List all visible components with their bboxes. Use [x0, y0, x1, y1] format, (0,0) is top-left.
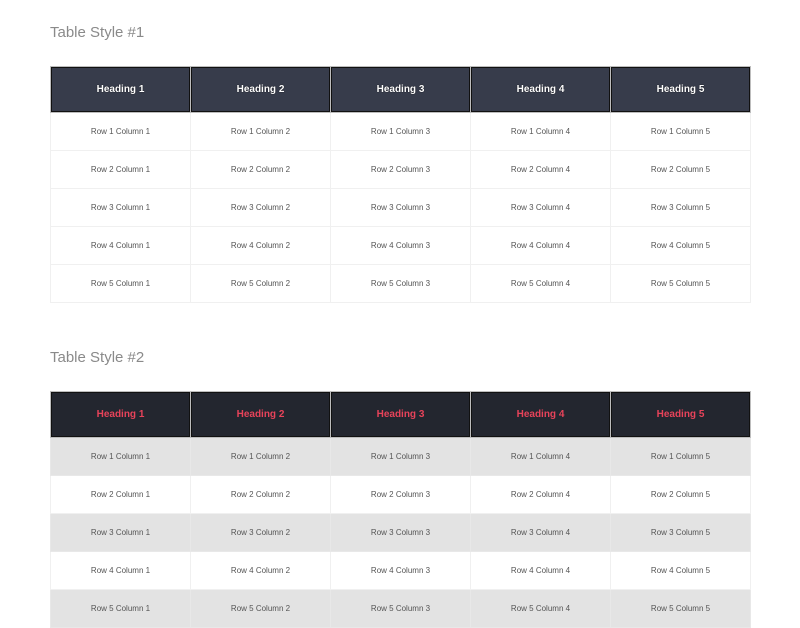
- table-cell: Row 2 Column 1: [50, 150, 191, 189]
- table-cell: Row 1 Column 3: [330, 112, 471, 151]
- table-cell: Row 5 Column 2: [190, 589, 331, 628]
- table-cell: Row 5 Column 4: [470, 589, 611, 628]
- table-cell: Row 3 Column 4: [470, 513, 611, 552]
- table-cell: Row 5 Column 1: [50, 589, 191, 628]
- column-heading: Heading 3: [330, 391, 471, 438]
- table-cell: Row 4 Column 2: [190, 551, 331, 590]
- table-cell: Row 4 Column 3: [330, 226, 471, 265]
- table-cell: Row 3 Column 3: [330, 513, 471, 552]
- table-cell: Row 2 Column 1: [50, 475, 191, 514]
- table-cell: Row 1 Column 5: [610, 112, 751, 151]
- table-cell: Row 3 Column 3: [330, 188, 471, 227]
- table-row: Row 3 Column 1 Row 3 Column 2 Row 3 Column…: [50, 513, 751, 552]
- table-cell: Row 2 Column 5: [610, 475, 751, 514]
- table-cell: Row 4 Column 2: [190, 226, 331, 265]
- table-row: Row 4 Column 1 Row 4 Column 2 Row 4 Column…: [50, 226, 751, 265]
- table-style-2: Heading 1 Heading 2 Heading 3 Heading 4 Head…: [50, 391, 751, 628]
- table-cell: Row 2 Column 4: [470, 150, 611, 189]
- table-row: Row 5 Column 1 Row 5 Column 2 Row 5 Column…: [50, 264, 751, 303]
- table-row: Row 1 Column 1 Row 1 Column 2 Row 1 Column…: [50, 437, 751, 476]
- table-cell: Row 4 Column 4: [470, 551, 611, 590]
- table-cell: Row 3 Column 4: [470, 188, 611, 227]
- table-cell: Row 2 Column 3: [330, 150, 471, 189]
- table-style-1: Heading 1 Heading 2 Heading 3 Heading 4 Head…: [50, 66, 751, 303]
- column-heading: Heading 2: [190, 391, 331, 438]
- table-cell: Row 5 Column 5: [610, 589, 751, 628]
- table-cell: Row 4 Column 3: [330, 551, 471, 590]
- column-heading: Heading 3: [330, 66, 471, 113]
- table-cell: Row 1 Column 2: [190, 437, 331, 476]
- table-cell: Row 2 Column 2: [190, 150, 331, 189]
- table-cell: Row 4 Column 1: [50, 226, 191, 265]
- table-row: Row 5 Column 1 Row 5 Column 2 Row 5 Column…: [50, 589, 751, 628]
- table-row: Row 4 Column 1 Row 4 Column 2 Row 4 Column…: [50, 551, 751, 590]
- table-cell: Row 5 Column 3: [330, 589, 471, 628]
- table-cell: Row 4 Column 4: [470, 226, 611, 265]
- table-row: Row 3 Column 1 Row 3 Column 2 Row 3 Column…: [50, 188, 751, 227]
- header-row: Heading 1 Heading 2 Heading 3 Heading 4 Head…: [50, 391, 751, 438]
- table-row: Row 2 Column 1 Row 2 Column 2 Row 2 Column…: [50, 150, 751, 189]
- table-cell: Row 5 Column 4: [470, 264, 611, 303]
- table-cell: Row 1 Column 1: [50, 112, 191, 151]
- table-cell: Row 1 Column 3: [330, 437, 471, 476]
- column-heading: Heading 1: [50, 66, 191, 113]
- column-heading: Heading 2: [190, 66, 331, 113]
- table-cell: Row 1 Column 5: [610, 437, 751, 476]
- table-cell: Row 3 Column 1: [50, 513, 191, 552]
- table-cell: Row 3 Column 2: [190, 513, 331, 552]
- column-heading: Heading 5: [610, 66, 751, 113]
- table-cell: Row 1 Column 2: [190, 112, 331, 151]
- table-cell: Row 4 Column 1: [50, 551, 191, 590]
- table-cell: Row 3 Column 5: [610, 513, 751, 552]
- column-heading: Heading 4: [470, 391, 611, 438]
- table-row: Row 1 Column 1 Row 1 Column 2 Row 1 Column…: [50, 112, 751, 151]
- table-cell: Row 5 Column 5: [610, 264, 751, 303]
- table-cell: Row 3 Column 1: [50, 188, 191, 227]
- table-cell: Row 2 Column 4: [470, 475, 611, 514]
- table-cell: Row 5 Column 3: [330, 264, 471, 303]
- column-heading: Heading 4: [470, 66, 611, 113]
- table-cell: Row 2 Column 5: [610, 150, 751, 189]
- header-row: Heading 1 Heading 2 Heading 3 Heading 4 Head…: [50, 66, 751, 113]
- column-heading: Heading 1: [50, 391, 191, 438]
- table-cell: Row 4 Column 5: [610, 551, 751, 590]
- table-cell: Row 1 Column 4: [470, 437, 611, 476]
- table-cell: Row 5 Column 2: [190, 264, 331, 303]
- table-cell: Row 1 Column 1: [50, 437, 191, 476]
- column-heading: Heading 5: [610, 391, 751, 438]
- table-cell: Row 1 Column 4: [470, 112, 611, 151]
- table-cell: Row 2 Column 2: [190, 475, 331, 514]
- table-cell: Row 3 Column 5: [610, 188, 751, 227]
- table-cell: Row 5 Column 1: [50, 264, 191, 303]
- table-cell: Row 3 Column 2: [190, 188, 331, 227]
- table-cell: Row 4 Column 5: [610, 226, 751, 265]
- table-1-title: Table Style #1: [50, 24, 145, 41]
- table-row: Row 2 Column 1 Row 2 Column 2 Row 2 Column…: [50, 475, 751, 514]
- table-2-title: Table Style #2: [50, 349, 145, 366]
- table-cell: Row 2 Column 3: [330, 475, 471, 514]
